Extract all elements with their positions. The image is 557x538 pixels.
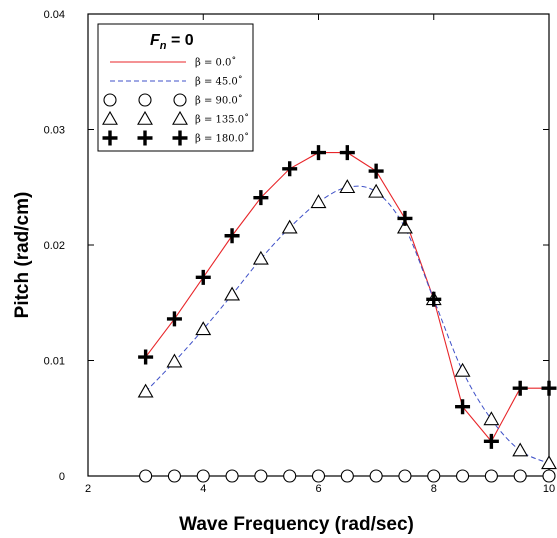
data-point [195, 321, 212, 336]
data-point [310, 194, 327, 209]
legend-swatch-marker [103, 93, 117, 107]
data-point [252, 250, 269, 265]
legend-swatch-marker [172, 130, 188, 146]
series-line-beta-0 [145, 152, 549, 443]
data-point [139, 469, 153, 483]
data-point [397, 210, 413, 226]
x-tick-label: 2 [85, 483, 91, 495]
data-point [512, 442, 529, 457]
data-point [283, 469, 297, 483]
data-point [398, 469, 412, 483]
legend-label: β = 135.0˚ [195, 114, 249, 126]
legend-entry: β = 180.0˚ [102, 130, 249, 146]
data-point [456, 469, 470, 483]
data-point [281, 219, 298, 234]
data-point [454, 362, 471, 377]
x-axis-title: Wave Frequency (rad/sec) [179, 514, 414, 535]
y-tick-label: 0 [59, 471, 65, 483]
legend: Fn = 0β = 0.0˚ β = 45.0˚ β = 90.0˚ β = 135.… [97, 23, 254, 152]
series-layer [137, 145, 557, 483]
data-point [339, 179, 356, 194]
x-tick-label: 10 [543, 483, 555, 495]
series-4 [138, 145, 557, 449]
legend-swatch-marker [138, 93, 152, 107]
legend-label: β = 180.0˚ [195, 133, 249, 145]
data-point [455, 399, 471, 415]
data-point [196, 469, 210, 483]
data-point [195, 269, 211, 285]
legend-swatch-marker [173, 93, 187, 107]
data-point [484, 469, 498, 483]
legend-entry: β = 90.0˚ [103, 93, 243, 107]
legend-swatch-marker [102, 110, 118, 125]
data-point [167, 469, 181, 483]
legend-entry: β = 45.0˚ [110, 76, 243, 88]
data-point [396, 219, 413, 234]
data-point [253, 190, 269, 206]
data-point [340, 469, 354, 483]
legend-box [97, 23, 254, 152]
data-point [427, 469, 441, 483]
legend-swatch-marker [137, 110, 153, 125]
legend-swatch-marker [172, 110, 188, 125]
legend-swatch-marker [137, 130, 153, 146]
data-point [541, 455, 557, 470]
data-point [166, 311, 182, 327]
x-tick-label: 4 [200, 483, 206, 495]
data-point [483, 433, 499, 449]
legend-label: β = 45.0˚ [195, 76, 243, 88]
legend-label: β = 0.0˚ [195, 57, 236, 69]
data-point [166, 353, 183, 368]
data-point [224, 228, 240, 244]
data-point [282, 161, 298, 177]
data-point [137, 383, 154, 398]
data-point [513, 469, 527, 483]
data-point [224, 286, 241, 301]
y-tick-label: 0.02 [44, 240, 65, 252]
legend-entry: β = 135.0˚ [102, 110, 249, 126]
x-tick-label: 8 [431, 483, 437, 495]
series-0 [145, 152, 549, 443]
data-point [512, 380, 528, 396]
y-tick-label: 0.03 [44, 125, 65, 137]
data-point [369, 469, 383, 483]
data-point [138, 349, 154, 365]
data-point [426, 291, 442, 307]
data-point [541, 380, 557, 396]
legend-title: Fn = 0 [150, 32, 194, 52]
data-point [542, 469, 556, 483]
y-tick-label: 0.01 [44, 356, 65, 368]
x-tick-label: 6 [315, 483, 321, 495]
series-2 [139, 469, 556, 483]
data-point [368, 183, 385, 198]
series-3 [137, 179, 557, 470]
legend-label: β = 90.0˚ [195, 95, 243, 107]
data-point [311, 145, 326, 161]
data-point [483, 411, 500, 426]
data-point [254, 469, 268, 483]
y-tick-label: 0.04 [44, 9, 65, 21]
legend-swatch-marker [102, 130, 118, 146]
data-point [311, 469, 326, 483]
y-axis-title: Pitch (rad/cm) [12, 192, 33, 319]
data-point [339, 145, 355, 161]
legend-entry: β = 0.0˚ [110, 57, 236, 69]
data-point [368, 163, 384, 179]
data-point [225, 469, 239, 483]
